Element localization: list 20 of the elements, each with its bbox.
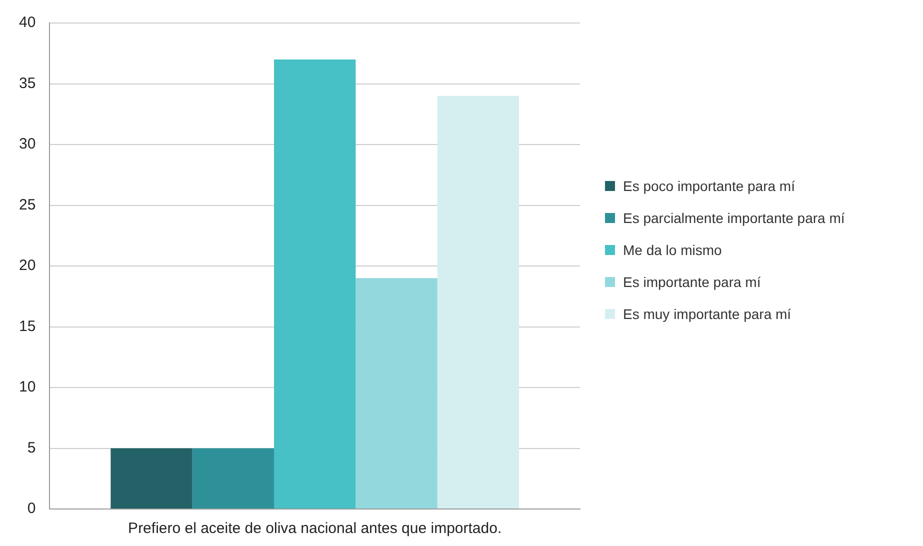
legend-label: Es poco importante para mí — [623, 178, 795, 194]
y-tick-label: 0 — [27, 500, 36, 518]
legend-label: Es importante para mí — [623, 274, 761, 290]
bar — [192, 448, 274, 508]
y-tick-label: 5 — [27, 439, 36, 456]
bar — [274, 59, 356, 508]
y-tick-label: 30 — [18, 136, 36, 153]
y-tick-label: 25 — [18, 196, 36, 214]
bar — [437, 96, 520, 508]
legend-label: Es muy importante para mí — [623, 306, 792, 322]
bar — [356, 278, 438, 508]
y-tick-label: 40 — [18, 14, 36, 32]
legend-label: Me da lo mismo — [623, 242, 722, 258]
y-tick-label: 10 — [18, 378, 36, 396]
y-tick-label: 35 — [18, 74, 36, 92]
y-tick-label: 20 — [18, 257, 36, 274]
legend-label: Es parcialmente importante para mí — [623, 210, 845, 226]
y-tick-label: 15 — [18, 318, 36, 335]
bar — [110, 448, 192, 508]
x-tick-label: Prefiero el aceite de oliva nacional antes que importado. — [128, 520, 502, 538]
